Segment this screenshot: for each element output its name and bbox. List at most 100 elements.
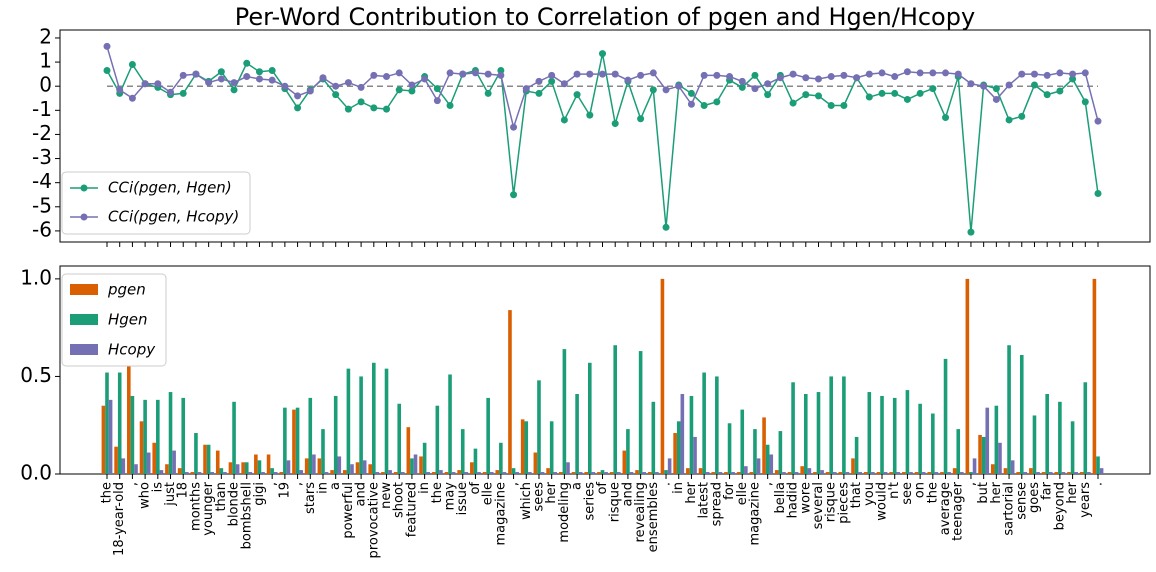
bar [1010, 460, 1015, 474]
x-tick-label: in [417, 482, 432, 494]
point [332, 91, 340, 99]
bar [803, 394, 808, 474]
point [484, 70, 492, 78]
point [865, 70, 873, 78]
x-tick-label: , [963, 482, 978, 486]
x-tick-label: but [976, 482, 991, 504]
bar [241, 462, 245, 474]
bar [537, 380, 541, 474]
bar [613, 345, 618, 474]
bar [232, 401, 236, 474]
bar [629, 472, 634, 474]
bar [324, 472, 329, 474]
x-tick-label: new [379, 482, 394, 509]
bar [1074, 472, 1078, 474]
point [751, 85, 759, 93]
x-tick-label: sartorial [1002, 482, 1017, 536]
bar [947, 472, 951, 474]
legend-label: CCi(pgen, Hcopy) [108, 208, 239, 226]
bar [1048, 472, 1053, 474]
bar [359, 376, 363, 474]
point [344, 79, 352, 87]
bar [635, 470, 639, 474]
bar [655, 472, 659, 474]
x-tick-label: magazine [747, 482, 762, 546]
bar [473, 448, 478, 474]
bar [156, 399, 160, 474]
bar [130, 395, 135, 474]
x-tick-label: , [506, 482, 521, 486]
x-tick-label: stars [303, 482, 318, 514]
legend-label: Hgen [108, 311, 148, 329]
bar [575, 394, 579, 474]
y-tick-label: -2 [32, 121, 52, 145]
x-tick-label: 18-year-old [112, 482, 127, 556]
x-tick-label: in [315, 482, 330, 494]
point [687, 100, 695, 108]
y-tick-label: -3 [32, 145, 52, 169]
point [535, 77, 543, 85]
bar [883, 472, 888, 474]
bar [715, 376, 719, 474]
bar [168, 392, 173, 474]
bar [689, 395, 694, 474]
x-tick-label: sense [1014, 482, 1029, 520]
bar [105, 372, 109, 474]
bar [765, 444, 770, 474]
point [497, 71, 505, 79]
x-tick-label: latest [697, 482, 712, 519]
bar [854, 436, 859, 474]
bar [448, 374, 452, 474]
bar [705, 472, 710, 474]
bar [591, 472, 596, 474]
bar [477, 472, 481, 474]
bar [524, 421, 529, 474]
bar [261, 472, 265, 474]
point [446, 101, 454, 109]
point [675, 82, 683, 90]
bar [210, 472, 215, 474]
point [128, 60, 136, 68]
bar [753, 429, 757, 474]
bar [960, 472, 964, 474]
bar [139, 421, 144, 474]
x-tick-label: younger [201, 481, 216, 535]
point [141, 80, 149, 88]
bar [172, 450, 176, 474]
x-tick-label: powerful [341, 482, 356, 539]
point [433, 97, 441, 105]
legend-marker [80, 184, 88, 192]
bar [499, 442, 503, 474]
point [1043, 91, 1051, 99]
bar [1083, 382, 1088, 474]
bar [165, 464, 169, 474]
bar [1087, 472, 1091, 474]
point [903, 68, 911, 76]
point [1018, 70, 1026, 78]
bar [832, 472, 837, 474]
bar [778, 431, 783, 474]
bar [676, 421, 681, 474]
bar [508, 310, 512, 474]
bar [146, 452, 151, 474]
bar [774, 470, 779, 474]
bar [813, 472, 817, 474]
bar [807, 468, 812, 474]
point [128, 94, 136, 102]
x-tick-label: months [188, 482, 203, 531]
point [205, 79, 213, 87]
point [827, 73, 835, 81]
bar [889, 472, 893, 474]
bar [511, 468, 516, 474]
bar [299, 470, 303, 474]
bar [724, 472, 728, 474]
bar [540, 472, 545, 474]
point [599, 50, 606, 58]
point [738, 83, 746, 91]
bar [978, 434, 982, 474]
bar [566, 462, 570, 474]
bar [617, 472, 621, 474]
point [281, 82, 289, 90]
bar [845, 472, 850, 474]
point [840, 101, 848, 109]
